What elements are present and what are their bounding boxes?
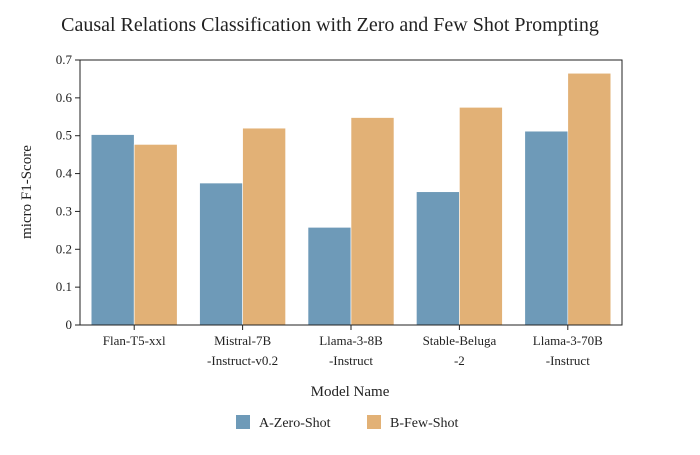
y-tick-label: 0.3 xyxy=(56,203,72,218)
y-axis-label: micro F1-Score xyxy=(19,145,35,239)
y-tick-label: 0.4 xyxy=(56,166,73,181)
x-tick-label: Flan-T5-xxl xyxy=(103,333,166,348)
bar-few-shot-4 xyxy=(567,72,612,326)
bar-few-shot-2 xyxy=(350,117,395,326)
bar-few-shot-3 xyxy=(459,107,503,326)
bar-zero-shot-0 xyxy=(90,134,135,326)
x-tick-label: -Instruct xyxy=(546,353,590,368)
plot-area: 0 0.1 0.2 0.3 0.4 0.5 0.6 0.7 Flan-T5-xxl Mistral… xyxy=(56,52,623,368)
bar-zero-shot-2 xyxy=(307,227,352,326)
legend: A-Zero-Shot B-Few-Shot xyxy=(236,415,459,431)
bar-zero-shot-4 xyxy=(524,130,569,326)
x-axis-label: Model Name xyxy=(311,384,390,400)
x-tick-label: -Instruct-v0.2 xyxy=(207,353,278,368)
chart-title: Causal Relations Classification with Zer… xyxy=(61,14,599,36)
y-tick-label: 0.2 xyxy=(56,241,72,256)
legend-label-zero-shot: A-Zero-Shot xyxy=(259,416,331,431)
y-tick-label: 0.5 xyxy=(56,128,72,143)
x-tick-label: Llama-3-70B xyxy=(533,333,603,348)
bar-zero-shot-1 xyxy=(199,182,243,326)
x-tick-label: Mistral-7B xyxy=(214,333,271,348)
x-tick-label: -Instruct xyxy=(329,353,373,368)
bar-few-shot-0 xyxy=(133,144,178,326)
bar-zero-shot-3 xyxy=(416,191,460,326)
y-tick-label: 0.6 xyxy=(56,90,73,105)
y-tick-label: 0.7 xyxy=(56,52,73,67)
x-tick-label: -2 xyxy=(454,353,465,368)
x-tick-label: Llama-3-8B xyxy=(319,333,383,348)
legend-swatch-zero-shot xyxy=(236,415,250,429)
legend-label-few-shot: B-Few-Shot xyxy=(390,416,459,431)
y-tick-label: 0.1 xyxy=(56,279,72,294)
y-tick-label: 0 xyxy=(66,317,73,332)
bar-few-shot-1 xyxy=(242,127,286,326)
legend-swatch-few-shot xyxy=(367,415,381,429)
x-tick-label: Stable-Beluga xyxy=(423,333,497,348)
